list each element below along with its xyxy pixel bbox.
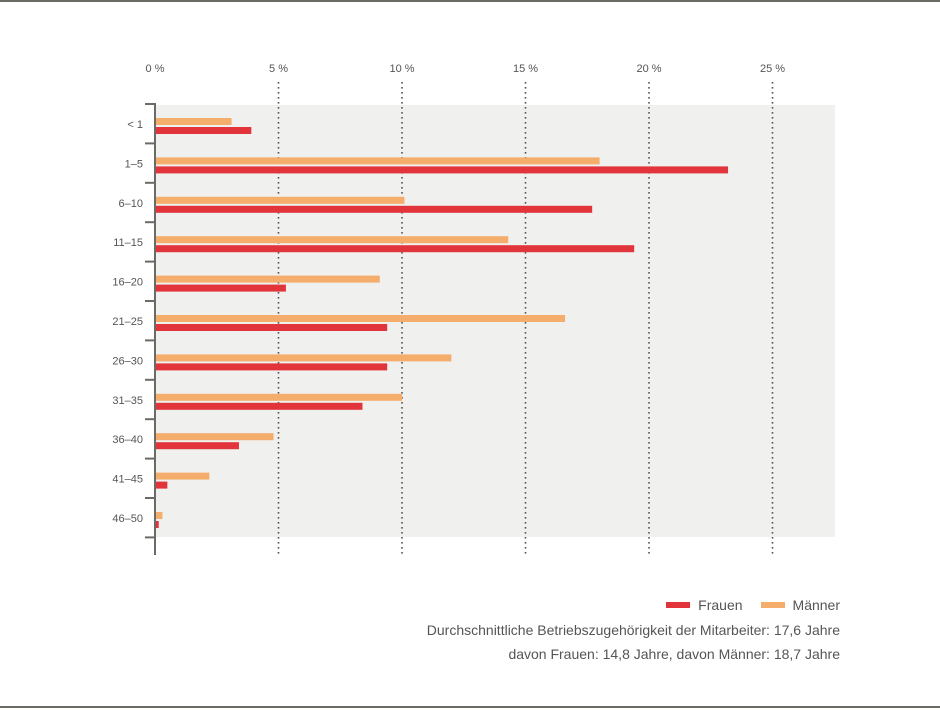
- y-category-label: 6–10: [119, 198, 143, 210]
- x-tick-label: 0 %: [146, 63, 165, 75]
- bar-maenner: [155, 433, 274, 441]
- y-category-label: < 1: [127, 119, 143, 131]
- bar-frauen: [155, 402, 363, 410]
- bar-maenner: [155, 472, 210, 480]
- y-category-label: 36–40: [112, 434, 143, 446]
- bar-frauen: [155, 166, 729, 174]
- x-tick-label: 15 %: [513, 63, 538, 75]
- x-tick-label: 20 %: [636, 63, 661, 75]
- bar-maenner: [155, 236, 509, 244]
- bar-frauen: [155, 205, 593, 213]
- bar-maenner: [155, 315, 566, 322]
- bar-chart: 0 % 5 % 10 % 15 % 20 % 25 % < 1 1–5 6–10 11–15 16–…: [112, 63, 835, 555]
- bar-maenner: [155, 196, 405, 204]
- bar-frauen: [155, 324, 388, 331]
- bar-frauen: [155, 442, 239, 450]
- bar-frauen: [155, 284, 286, 292]
- x-tick-label: 10 %: [389, 63, 414, 75]
- x-tick-label: 25 %: [760, 63, 785, 75]
- bar-maenner: [155, 354, 452, 362]
- bar-frauen: [155, 127, 252, 134]
- bar-frauen: [155, 521, 159, 528]
- bar-frauen: [155, 245, 635, 253]
- y-category-label: 11–15: [113, 237, 143, 249]
- note-average-tenure: Durchschnittliche Betriebszugehörigkeit …: [426, 622, 840, 638]
- legend-swatch-frauen: [666, 602, 691, 608]
- y-category-label: 16–20: [112, 277, 143, 289]
- note-average-by-gender: davon Frauen: 14,8 Jahre, davon Männer: …: [508, 646, 840, 662]
- bar-maenner: [155, 157, 600, 165]
- x-tick-label: 5 %: [269, 63, 288, 75]
- bar-maenner: [155, 275, 380, 283]
- bar-maenner: [155, 393, 402, 401]
- top-rule: [0, 0, 940, 2]
- legend-label-maenner: Männer: [792, 597, 840, 613]
- y-category-label: 41–45: [112, 474, 143, 486]
- y-category-label: 26–30: [112, 355, 143, 367]
- y-category-label: 21–25: [112, 316, 143, 328]
- bar-maenner: [155, 118, 232, 125]
- y-category-label: 1–5: [125, 158, 143, 170]
- bottom-rule: [0, 706, 940, 708]
- bar-frauen: [155, 481, 168, 489]
- bar-frauen: [155, 363, 388, 371]
- y-category-label: 31–35: [112, 395, 143, 407]
- bar-maenner: [155, 512, 163, 519]
- legend-swatch-maenner: [760, 602, 785, 608]
- legend: Frauen Männer: [666, 597, 840, 613]
- legend-label-frauen: Frauen: [698, 597, 743, 613]
- y-category-label: 46–50: [112, 513, 143, 525]
